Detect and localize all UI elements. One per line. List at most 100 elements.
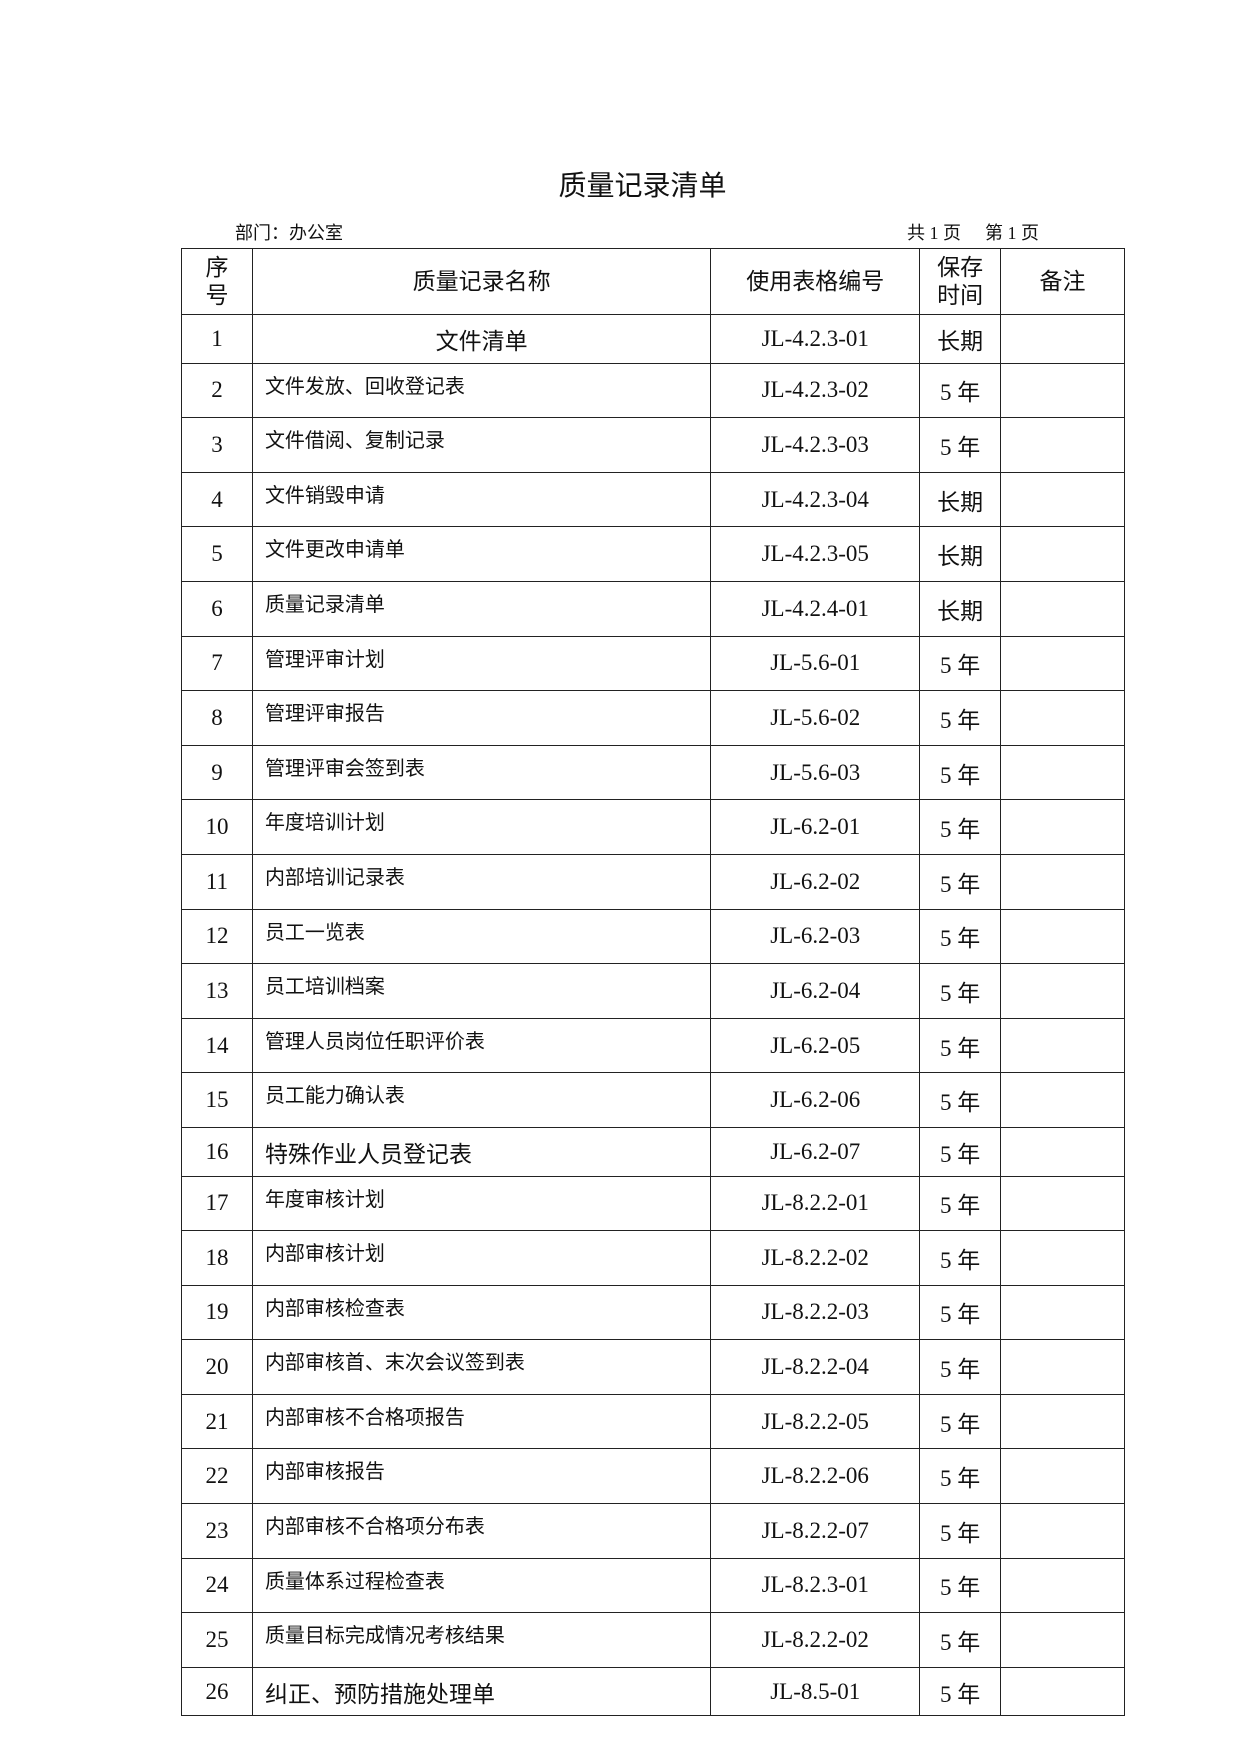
row-code: JL-8.2.2-06 (710, 1448, 921, 1505)
row-remarks (1000, 1503, 1125, 1559)
row-retention: 5 年 (919, 690, 1002, 746)
row-no: 14 (181, 1017, 253, 1074)
row-no: 2 (181, 362, 253, 419)
row-name: 内部培训记录表 (251, 853, 712, 910)
table-row: 26 纠正、预防措施处理单 JL-8.5-01 5 年 (181, 1666, 1125, 1717)
row-retention: 长期 (919, 526, 1002, 582)
row-name: 员工能力确认表 (251, 1072, 712, 1128)
table-row: 23 内部审核不合格项分布表 JL-8.2.2-07 5 年 (181, 1503, 1125, 1559)
row-remarks (1000, 963, 1125, 1019)
table-row: 2 文件发放、回收登记表 JL-4.2.3-02 5 年 (181, 362, 1125, 419)
row-no: 6 (181, 580, 253, 637)
row-name: 文件借阅、复制记录 (251, 417, 712, 473)
row-remarks (1000, 417, 1125, 473)
table-row: 1 文件清单 JL-4.2.3-01 长期 (181, 314, 1125, 364)
row-code: JL-6.2-07 (710, 1126, 921, 1177)
row-name: 文件销毁申请 (251, 471, 712, 528)
row-name: 内部审核不合格项分布表 (251, 1503, 712, 1559)
row-remarks (1000, 1284, 1125, 1341)
current-page: 第 1 页 (985, 223, 1039, 243)
row-retention: 5 年 (919, 1339, 1002, 1395)
row-code: JL-5.6-01 (710, 635, 921, 692)
row-retention: 5 年 (919, 1666, 1002, 1717)
row-no: 24 (181, 1557, 253, 1614)
row-retention: 5 年 (919, 799, 1002, 855)
row-code: JL-6.2-06 (710, 1072, 921, 1128)
row-name: 员工培训档案 (251, 963, 712, 1019)
row-code: JL-4.2.4-01 (710, 580, 921, 637)
row-name: 文件发放、回收登记表 (251, 362, 712, 419)
row-retention: 5 年 (919, 1557, 1002, 1614)
row-retention: 5 年 (919, 1126, 1002, 1177)
row-no: 16 (181, 1126, 253, 1177)
row-retention: 5 年 (919, 1284, 1002, 1341)
row-no: 26 (181, 1666, 253, 1717)
row-code: JL-8.2.2-05 (710, 1393, 921, 1450)
row-retention: 5 年 (919, 417, 1002, 473)
row-code: JL-5.6-03 (710, 744, 921, 801)
header-code: 使用表格编号 (710, 248, 921, 315)
row-remarks (1000, 635, 1125, 692)
table-row: 10 年度培训计划 JL-6.2-01 5 年 (181, 799, 1125, 855)
total-pages: 共 1 页 (907, 223, 961, 243)
row-code: JL-6.2-04 (710, 963, 921, 1019)
row-code: JL-4.2.3-04 (710, 471, 921, 528)
row-retention: 5 年 (919, 1448, 1002, 1505)
table-row: 4 文件销毁申请 JL-4.2.3-04 长期 (181, 471, 1125, 528)
row-no: 20 (181, 1339, 253, 1395)
row-name: 内部审核检查表 (251, 1284, 712, 1341)
header-name: 质量记录名称 (251, 248, 712, 315)
records-table: 序号 质量记录名称 使用表格编号 保存时间 备注 1 文件清单 JL-4.2.3-0… (181, 248, 1125, 1717)
row-code: JL-8.2.2-01 (710, 1175, 921, 1232)
table-row: 19 内部审核检查表 JL-8.2.2-03 5 年 (181, 1284, 1125, 1341)
row-name: 管理评审计划 (251, 635, 712, 692)
table-row: 6 质量记录清单 JL-4.2.4-01 长期 (181, 580, 1125, 637)
row-code: JL-8.5-01 (710, 1666, 921, 1717)
row-remarks (1000, 1175, 1125, 1232)
row-no: 9 (181, 744, 253, 801)
table-row: 21 内部审核不合格项报告 JL-8.2.2-05 5 年 (181, 1393, 1125, 1450)
table-row: 22 内部审核报告 JL-8.2.2-06 5 年 (181, 1448, 1125, 1505)
row-code: JL-8.2.2-07 (710, 1503, 921, 1559)
row-remarks (1000, 1448, 1125, 1505)
row-remarks (1000, 1666, 1125, 1717)
row-name: 内部审核不合格项报告 (251, 1393, 712, 1450)
table-row: 5 文件更改申请单 JL-4.2.3-05 长期 (181, 526, 1125, 582)
row-no: 5 (181, 526, 253, 582)
table-row: 18 内部审核计划 JL-8.2.2-02 5 年 (181, 1230, 1125, 1286)
row-no: 21 (181, 1393, 253, 1450)
row-no: 1 (181, 314, 253, 364)
header-retention: 保存时间 (919, 248, 1002, 315)
table-row: 17 年度审核计划 JL-8.2.2-01 5 年 (181, 1175, 1125, 1232)
row-name: 质量目标完成情况考核结果 (251, 1612, 712, 1668)
table-row: 24 质量体系过程检查表 JL-8.2.3-01 5 年 (181, 1557, 1125, 1614)
row-code: JL-4.2.3-02 (710, 362, 921, 419)
header-row: 序号 质量记录名称 使用表格编号 保存时间 备注 (181, 248, 1125, 315)
row-name: 年度培训计划 (251, 799, 712, 855)
row-remarks (1000, 362, 1125, 419)
row-code: JL-4.2.3-03 (710, 417, 921, 473)
row-remarks (1000, 580, 1125, 637)
row-retention: 5 年 (919, 1503, 1002, 1559)
row-retention: 5 年 (919, 362, 1002, 419)
row-no: 25 (181, 1612, 253, 1668)
row-name: 内部审核报告 (251, 1448, 712, 1505)
row-code: JL-4.2.3-05 (710, 526, 921, 582)
row-remarks (1000, 1072, 1125, 1128)
row-remarks (1000, 314, 1125, 364)
row-remarks (1000, 1339, 1125, 1395)
row-name: 管理人员岗位任职评价表 (251, 1017, 712, 1074)
row-retention: 5 年 (919, 635, 1002, 692)
row-retention: 5 年 (919, 963, 1002, 1019)
row-remarks (1000, 1612, 1125, 1668)
row-code: JL-8.2.2-02 (710, 1230, 921, 1286)
table-row: 13 员工培训档案 JL-6.2-04 5 年 (181, 963, 1125, 1019)
row-no: 4 (181, 471, 253, 528)
row-no: 15 (181, 1072, 253, 1128)
row-retention: 5 年 (919, 744, 1002, 801)
table-row: 15 员工能力确认表 JL-6.2-06 5 年 (181, 1072, 1125, 1128)
row-remarks (1000, 1017, 1125, 1074)
table-row: 16 特殊作业人员登记表 JL-6.2-07 5 年 (181, 1126, 1125, 1177)
row-no: 19 (181, 1284, 253, 1341)
